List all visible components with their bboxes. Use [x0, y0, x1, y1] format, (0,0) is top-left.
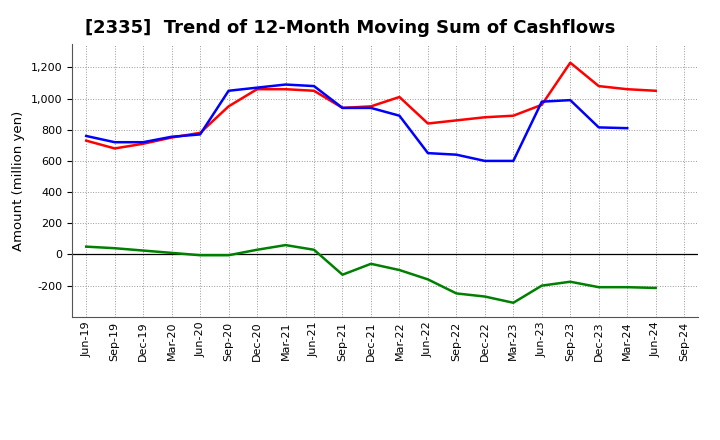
Operating Cashflow [623, 87, 631, 92]
Operating Cashflow [225, 104, 233, 109]
Investing Cashflow [566, 279, 575, 284]
Free Cashflow [366, 105, 375, 110]
Free Cashflow [509, 158, 518, 164]
Free Cashflow [452, 152, 461, 158]
Operating Cashflow [282, 87, 290, 92]
Investing Cashflow [366, 261, 375, 267]
Operating Cashflow [423, 121, 432, 126]
Investing Cashflow [480, 294, 489, 299]
Investing Cashflow [338, 272, 347, 277]
Free Cashflow [225, 88, 233, 93]
Free Cashflow [139, 139, 148, 145]
Line: Free Cashflow: Free Cashflow [86, 84, 627, 161]
Free Cashflow [423, 150, 432, 156]
Operating Cashflow [595, 84, 603, 89]
Free Cashflow [595, 125, 603, 130]
Investing Cashflow [537, 283, 546, 288]
Operating Cashflow [253, 87, 261, 92]
Investing Cashflow [423, 277, 432, 282]
Operating Cashflow [338, 105, 347, 110]
Free Cashflow [110, 139, 119, 145]
Free Cashflow [395, 113, 404, 118]
Investing Cashflow [623, 285, 631, 290]
Investing Cashflow [196, 253, 204, 258]
Operating Cashflow [110, 146, 119, 151]
Investing Cashflow [82, 244, 91, 249]
Investing Cashflow [253, 247, 261, 253]
Investing Cashflow [225, 253, 233, 258]
Investing Cashflow [509, 300, 518, 305]
Line: Investing Cashflow: Investing Cashflow [86, 245, 656, 303]
Operating Cashflow [139, 141, 148, 147]
Free Cashflow [282, 82, 290, 87]
Operating Cashflow [395, 94, 404, 99]
Line: Operating Cashflow: Operating Cashflow [86, 63, 656, 148]
Free Cashflow [338, 105, 347, 110]
Free Cashflow [167, 134, 176, 139]
Operating Cashflow [196, 130, 204, 136]
Operating Cashflow [509, 113, 518, 118]
Investing Cashflow [139, 248, 148, 253]
Y-axis label: Amount (million yen): Amount (million yen) [12, 110, 25, 250]
Investing Cashflow [282, 242, 290, 248]
Free Cashflow [623, 125, 631, 131]
Free Cashflow [537, 99, 546, 104]
Free Cashflow [253, 85, 261, 90]
Investing Cashflow [452, 291, 461, 296]
Free Cashflow [566, 98, 575, 103]
Investing Cashflow [595, 285, 603, 290]
Operating Cashflow [652, 88, 660, 93]
Operating Cashflow [480, 115, 489, 120]
Investing Cashflow [110, 246, 119, 251]
Investing Cashflow [395, 268, 404, 273]
Operating Cashflow [566, 60, 575, 66]
Free Cashflow [310, 84, 318, 89]
Operating Cashflow [452, 118, 461, 123]
Text: [2335]  Trend of 12-Month Moving Sum of Cashflows: [2335] Trend of 12-Month Moving Sum of C… [84, 19, 615, 37]
Operating Cashflow [167, 135, 176, 140]
Operating Cashflow [310, 88, 318, 93]
Operating Cashflow [82, 138, 91, 143]
Investing Cashflow [652, 285, 660, 290]
Free Cashflow [196, 132, 204, 137]
Investing Cashflow [167, 250, 176, 256]
Operating Cashflow [366, 104, 375, 109]
Free Cashflow [480, 158, 489, 164]
Operating Cashflow [537, 102, 546, 107]
Investing Cashflow [310, 247, 318, 253]
Free Cashflow [82, 133, 91, 139]
